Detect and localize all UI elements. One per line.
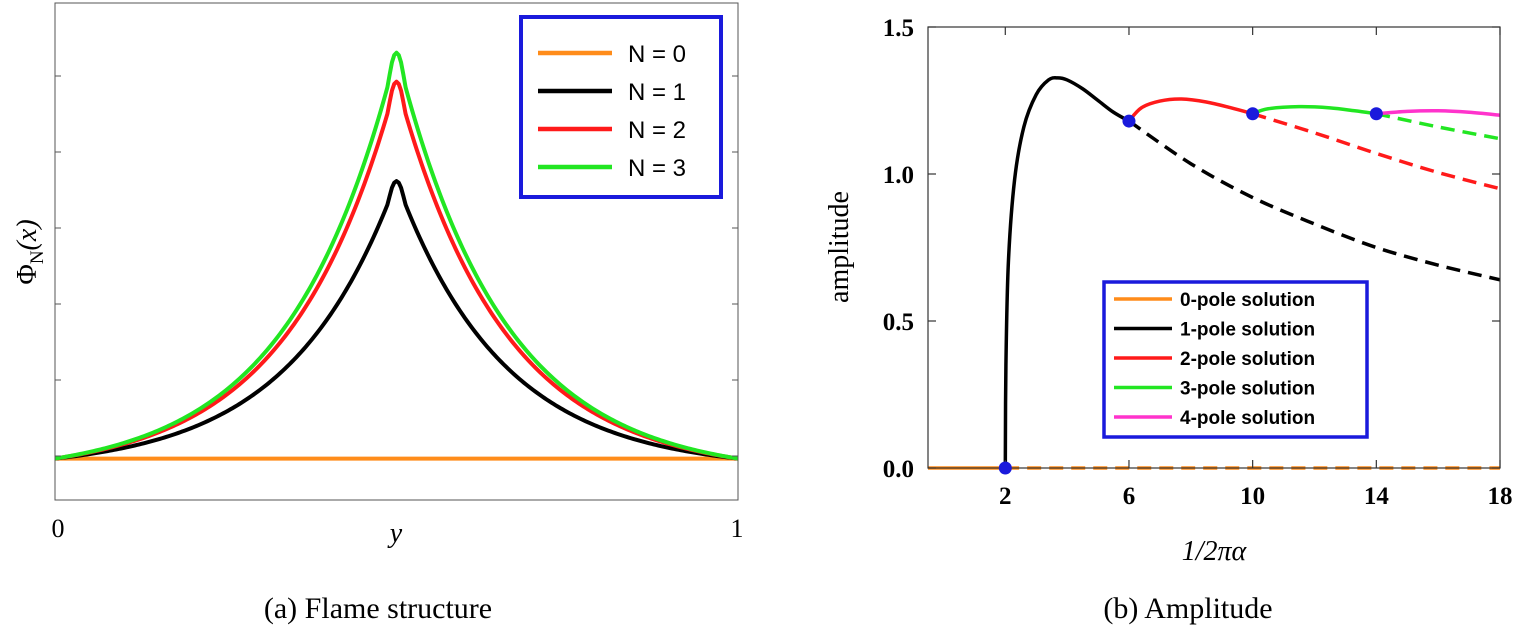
- legend-box: [519, 15, 723, 199]
- series-line-n1: [54, 179, 739, 461]
- x-tick-label: 18: [1488, 483, 1513, 510]
- branch-point-marker: [1246, 107, 1260, 121]
- amplitude-chart: 2 6 10 14 18 0.0 0.5 1.0 1.5 1/2πα amplitude 0-p…: [824, 15, 1513, 625]
- legend-label: 1-pole solution: [1180, 320, 1315, 341]
- legend: N = 0 N = 1 N = 2 N = 3: [519, 15, 723, 199]
- x-tick-label-0: 0: [52, 514, 65, 543]
- x-axis-label: 1/2πα: [1182, 536, 1248, 567]
- caption-b: (b) Amplitude: [1103, 592, 1272, 625]
- series-1-pole-unstable-line: [1127, 119, 1501, 282]
- legend-label: 4-pole solution: [1180, 408, 1315, 429]
- legend-label: N = 1: [628, 79, 686, 106]
- x-tick-label: 2: [999, 483, 1012, 510]
- series-3-pole-unstable-line: [1375, 112, 1501, 141]
- flame-structure-chart: 0 1 y ΦN(x) N = 0 N = 1 N = 2 N = 3 (a) Fla…: [12, 2, 744, 625]
- x-tick-label-1: 1: [731, 514, 744, 543]
- x-tick-label: 6: [1123, 483, 1136, 510]
- y-tick-label: 1.0: [883, 162, 914, 189]
- series-4-pole-stable-line: [1376, 109, 1501, 117]
- series-2-pole-stable-line: [1127, 97, 1254, 123]
- series-3-pole-stable-line: [1252, 104, 1377, 116]
- legend-label: 2-pole solution: [1180, 349, 1315, 370]
- legend-label: N = 3: [628, 155, 686, 182]
- series-line-n3: [54, 50, 739, 461]
- branch-point-marker: [1369, 107, 1383, 121]
- legend: 0-pole solution 1-pole solution 2-pole sol…: [1102, 280, 1369, 439]
- y-tick-label: 0.0: [883, 456, 914, 483]
- y-axis-label: ΦN(x): [12, 219, 48, 284]
- series-1-pole-stable-line: [1003, 76, 1130, 469]
- legend-label: 3-pole solution: [1180, 379, 1315, 400]
- y-tick-label: 0.5: [883, 309, 914, 336]
- series-2-pole-unstable-line: [1252, 112, 1501, 191]
- plot-frame: [927, 26, 1501, 469]
- x-axis-label: y: [387, 518, 403, 549]
- branch-point-marker: [1122, 114, 1136, 128]
- caption-a: (a) Flame structure: [264, 592, 492, 625]
- flame-structure-curves: [54, 50, 739, 461]
- legend-label: 0-pole solution: [1180, 290, 1315, 311]
- legend-label: N = 2: [628, 117, 686, 144]
- x-tick-label: 10: [1240, 483, 1265, 510]
- series-line-n2: [54, 79, 739, 461]
- branch-points: [998, 107, 1383, 475]
- plot-frame: [54, 2, 739, 501]
- y-tick-label: 1.5: [883, 15, 914, 42]
- y-axis-ticks: [55, 75, 738, 457]
- axes: 2 6 10 14 18 0.0 0.5 1.0 1.5: [883, 15, 1513, 510]
- y-axis-label: amplitude: [824, 191, 855, 303]
- branch-point-marker: [998, 461, 1012, 475]
- legend-label: N = 0: [628, 41, 686, 68]
- x-tick-label: 14: [1364, 483, 1390, 510]
